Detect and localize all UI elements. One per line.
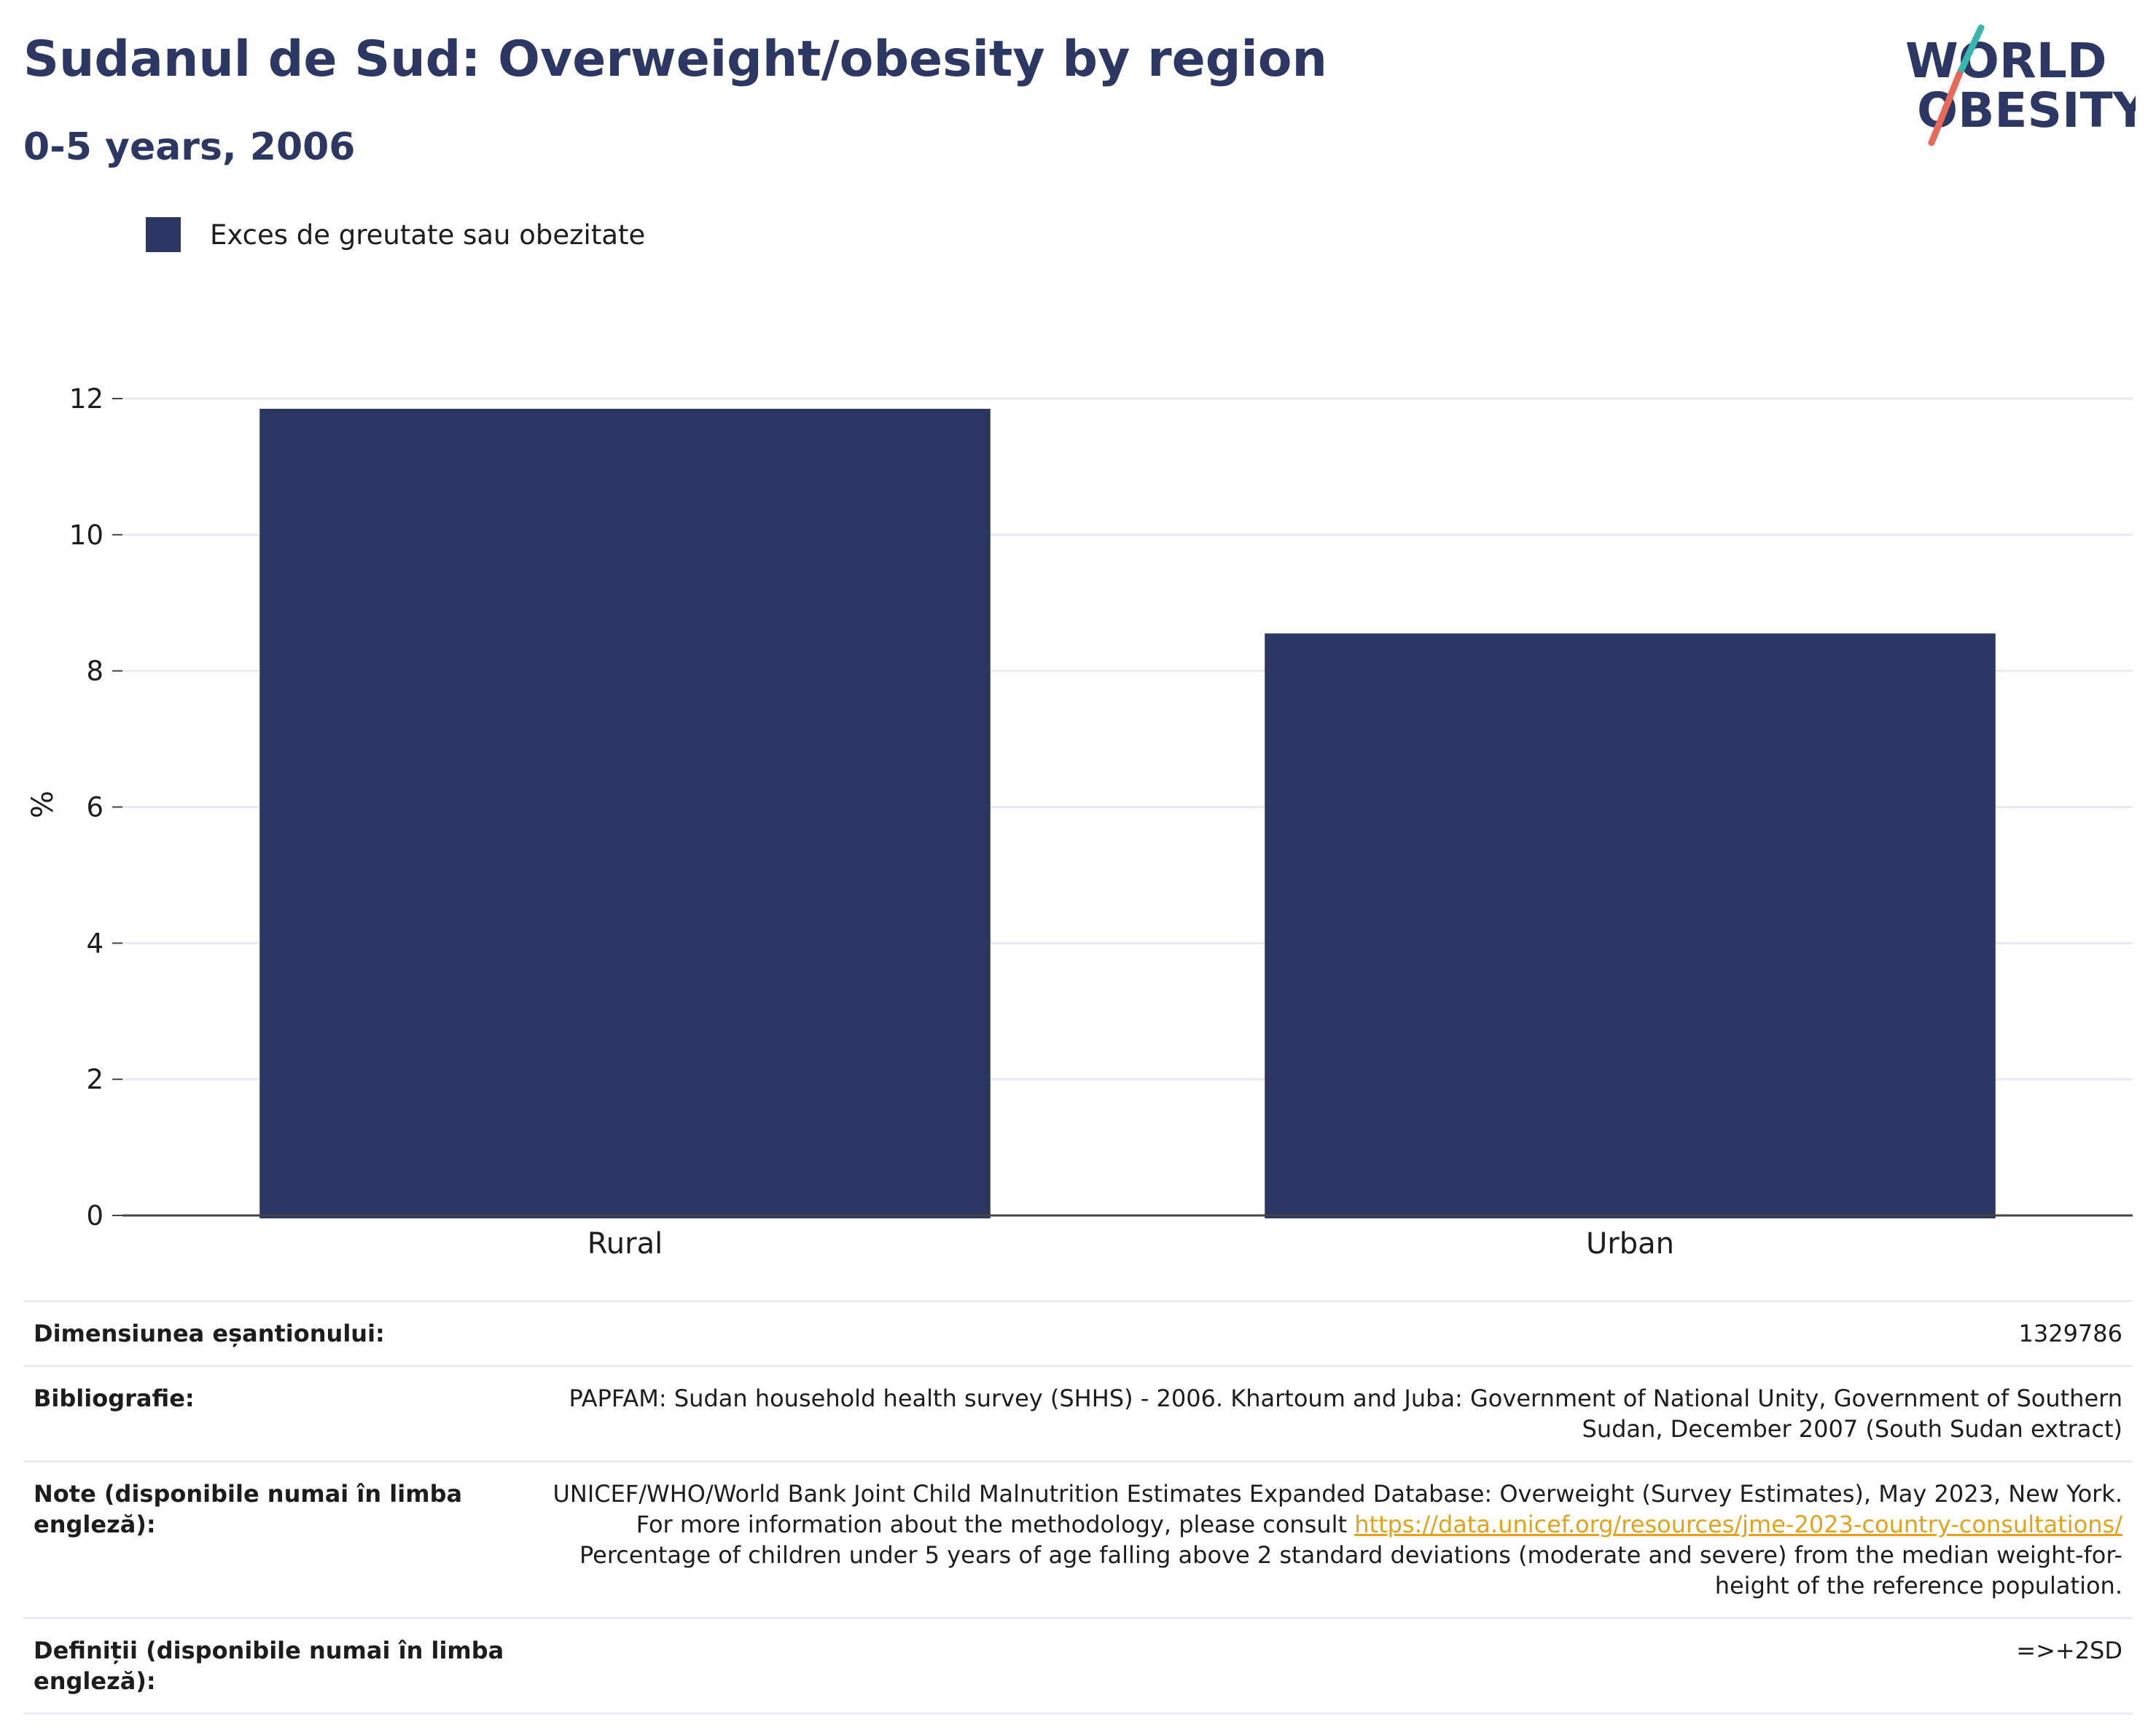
notes-text-after: Percentage of children under 5 years of … xyxy=(579,1541,2122,1599)
bar-urban[interactable] xyxy=(1265,633,1996,1218)
legend-swatch[interactable] xyxy=(146,217,181,252)
notes-text-before: UNICEF/WHO/World Bank Joint Child Malnut… xyxy=(552,1480,2123,1538)
bar-rural[interactable] xyxy=(259,409,991,1219)
meta-row-notes: Note (disponibile numai în limba engleză… xyxy=(23,1461,2133,1618)
definitions-value: =>+2SD xyxy=(2016,1637,2122,1664)
logo-slash-bottom xyxy=(1928,71,1963,146)
meta-row-bibliography: Bibliografie: PAPFAM: Sudan household he… xyxy=(23,1366,2133,1462)
meta-row-sample-size: Dimensiunea eșantionului: 1329786 xyxy=(23,1301,2133,1366)
notes-link[interactable]: https://data.unicef.org/resources/jme-20… xyxy=(1354,1511,2122,1538)
y-tick-label: 8 xyxy=(86,656,103,687)
page-subtitle: 0-5 years, 2006 xyxy=(23,125,356,169)
sample-size-label: Dimensiunea eșantionului: xyxy=(34,1320,385,1347)
bibliography-value: PAPFAM: Sudan household health survey (S… xyxy=(569,1385,2122,1443)
y-tick-label: 0 xyxy=(86,1200,103,1231)
meta-row-definitions: Definiții (disponibile numai în limba en… xyxy=(23,1618,2133,1714)
x-tick-label: Rural xyxy=(587,1227,663,1261)
sample-size-value: 1329786 xyxy=(2018,1320,2122,1347)
y-axis-label: % xyxy=(26,791,60,818)
y-tick-label: 6 xyxy=(86,792,103,823)
axes: 0 2 4 6 8 10 12% Rural Urban xyxy=(26,383,2133,1261)
y-tick-label: 12 xyxy=(69,383,103,415)
notes-label: Note (disponibile numai în limba engleză… xyxy=(34,1480,463,1538)
legend-label[interactable]: Exces de greutate sau obezitate xyxy=(210,219,646,251)
chart-legend: Exces de greutate sau obezitate xyxy=(146,217,645,252)
world-obesity-logo: WORLD OBESITY xyxy=(1905,24,2136,146)
logo-slash-top xyxy=(1956,24,1985,78)
metadata-table: Dimensiunea eșantionului: 1329786 Biblio… xyxy=(23,1300,2133,1715)
definitions-label: Definiții (disponibile numai în limba en… xyxy=(34,1637,504,1695)
bar-chart: 0 2 4 6 8 10 12% Rural Urban xyxy=(26,383,2133,1261)
x-tick-label: Urban xyxy=(1586,1227,1674,1261)
notes-value: UNICEF/WHO/World Bank Joint Child Malnut… xyxy=(539,1462,2133,1618)
logo-line1: WORLD xyxy=(1905,33,2107,89)
bibliography-label: Bibliografie: xyxy=(34,1385,195,1412)
y-tick-label: 2 xyxy=(86,1064,103,1095)
y-tick-label: 10 xyxy=(69,520,103,551)
bars xyxy=(259,409,1996,1219)
y-tick-label: 4 xyxy=(86,928,103,959)
page-title: Sudanul de Sud: Overweight/obesity by re… xyxy=(23,31,1327,88)
